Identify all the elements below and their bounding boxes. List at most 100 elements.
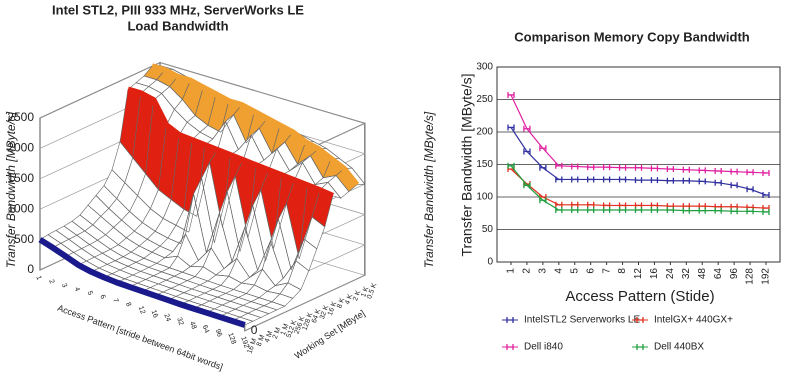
marker	[666, 207, 675, 213]
y-tick-label: 0	[487, 257, 493, 268]
z-tick-label: 0	[251, 323, 258, 337]
surface-row	[71, 220, 277, 311]
x-tick-label: 12	[633, 268, 644, 280]
marker	[602, 176, 611, 183]
surface-row	[47, 234, 253, 322]
marker	[714, 207, 722, 214]
marker	[523, 148, 531, 155]
x-tick-label: 16	[649, 268, 660, 280]
x-tick-label: 16	[150, 309, 159, 319]
x-tick-label: 6	[98, 294, 106, 300]
marker	[698, 203, 706, 210]
marker	[762, 205, 770, 212]
chart-title: Comparison Memory Copy Bandwidth	[514, 29, 750, 44]
x-tick-label: 1	[34, 275, 42, 281]
x-tick-label: 3	[538, 268, 549, 274]
x-tick-label: 192	[239, 336, 250, 349]
marker	[636, 317, 644, 323]
line	[510, 168, 767, 209]
x-tick-label: 96	[214, 328, 223, 338]
line	[510, 94, 767, 174]
x-tick-label: 7	[111, 298, 119, 304]
y-tick-label: 2 K	[352, 289, 362, 302]
marker	[587, 176, 595, 183]
y-axis-label: Transfer Bandwidth [MByte/s]	[459, 73, 475, 256]
marker	[618, 164, 627, 171]
legend-label: IntelGX+ 440GX+	[654, 315, 733, 326]
surface-row	[79, 214, 285, 307]
y-tick-label: 16 K	[327, 300, 339, 316]
marker	[571, 176, 579, 183]
surface-row	[143, 75, 350, 192]
x-tick-label: 2	[522, 268, 533, 274]
x-tick-label: 32	[175, 317, 184, 327]
marker	[636, 344, 644, 350]
marker	[730, 203, 738, 210]
surface-row	[151, 63, 360, 187]
z-tick-label: 500	[14, 232, 34, 246]
marker	[666, 203, 675, 210]
marker	[714, 203, 722, 210]
surface-row	[119, 141, 325, 260]
y-tick-label: 32 K	[319, 304, 331, 320]
marker	[618, 202, 627, 209]
marker	[634, 207, 643, 213]
x-tick-label: 24	[665, 268, 676, 280]
marker	[555, 201, 563, 208]
marker	[539, 164, 547, 171]
z-tick-label: 0	[27, 262, 34, 276]
marker	[698, 207, 706, 214]
x-tick-label: 48	[188, 321, 197, 331]
marker	[682, 203, 690, 210]
x-tick-label: 24	[162, 313, 171, 323]
z-axis-label-right: Transfer Bandwidth [MByte/s]	[422, 111, 436, 268]
x-tick-label: 8	[124, 302, 132, 308]
marker	[682, 166, 690, 173]
marker	[555, 162, 563, 169]
y-tick-label: 64 K	[311, 308, 323, 324]
x-tick-label: 96	[729, 268, 740, 280]
marker	[746, 208, 754, 215]
x-tick-label: 192	[761, 268, 772, 285]
marker	[650, 165, 659, 172]
marker	[587, 201, 595, 208]
y-tick-label: 16 M	[247, 338, 259, 355]
marker	[746, 186, 754, 193]
x-tick-label: 12	[137, 305, 146, 315]
marker	[587, 207, 595, 213]
surface-row	[95, 195, 301, 290]
marker	[602, 202, 611, 209]
marker	[650, 177, 659, 184]
x-tick-label: 4	[73, 286, 81, 292]
marker	[539, 197, 547, 204]
marker	[666, 177, 675, 184]
marker	[506, 317, 514, 323]
z-tick-label: 2500	[7, 110, 34, 124]
y-tick-label: 200	[476, 127, 493, 138]
x-tick-label: 2	[47, 279, 55, 285]
marker	[746, 204, 754, 211]
marker	[634, 164, 643, 171]
marker	[571, 163, 579, 170]
x-tick-label: 5	[86, 290, 94, 296]
x-tick-label: 6	[585, 268, 596, 274]
marker	[682, 177, 690, 184]
surface-row	[38, 237, 246, 328]
y-tick-label: 1 K	[360, 286, 370, 299]
x-tick-label: 4	[553, 268, 564, 274]
marker	[730, 168, 738, 175]
surface-row	[87, 204, 293, 299]
marker	[762, 169, 770, 176]
marker	[730, 208, 738, 215]
y-tick-label: 300	[476, 62, 493, 73]
marker	[698, 167, 706, 174]
chart-subtitle: Load Bandwidth	[127, 18, 228, 33]
x-tick-label: 1	[506, 268, 517, 274]
marker	[650, 207, 659, 213]
marker	[682, 207, 690, 214]
marker	[618, 207, 627, 213]
marker	[746, 169, 754, 176]
y-tick-label: 250	[476, 94, 493, 105]
